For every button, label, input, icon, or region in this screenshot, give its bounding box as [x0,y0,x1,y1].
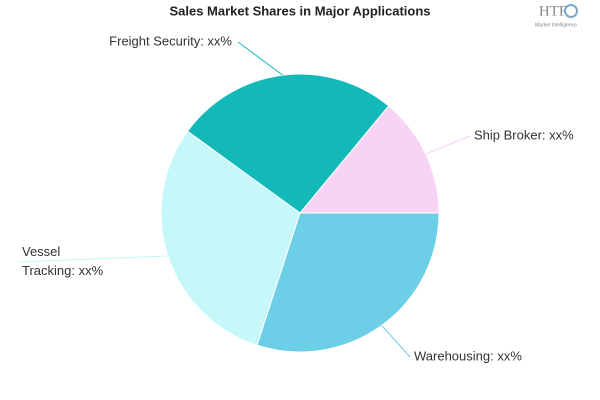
slice-label: Ship Broker: xx% [474,127,574,142]
leader-line [425,135,471,155]
pie-slice [256,212,440,353]
slice-label: Freight Security: xx% [109,33,232,48]
logo: HTF Market Intelligence [535,3,578,28]
logo-text: HTF [539,3,567,19]
pie-slice [186,73,390,214]
label-line: Tracking: xx% [22,263,104,278]
logo-subtext: Market Intelligence [535,22,577,28]
leader-line [381,325,411,358]
slice-label: Warehousing: xx% [414,348,522,363]
pie-slice [298,105,440,214]
slice-label: Vessel Tracking: xx% [22,244,104,278]
leader-line [17,255,168,263]
leader-line [237,41,283,76]
logo-icon [564,4,578,18]
label-line: Vessel [22,244,60,259]
pie-slice [160,130,301,346]
chart-title: Sales Market Shares in Major Application… [169,3,430,18]
